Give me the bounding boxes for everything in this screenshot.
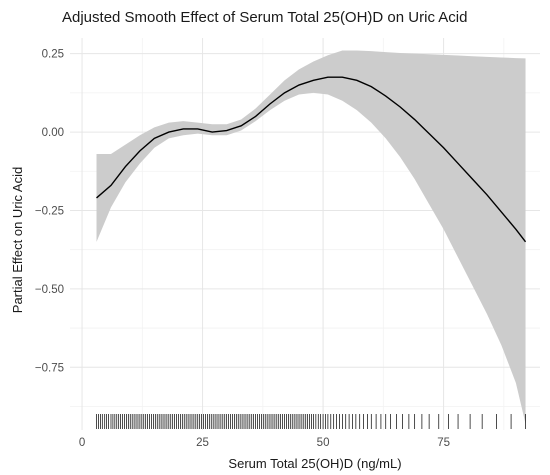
x-axis-title: Serum Total 25(OH)D (ng/mL) — [228, 456, 401, 471]
y-tick-label: 0.25 — [42, 49, 64, 61]
y-axis-title: Partial Effect on Uric Acid — [10, 167, 25, 313]
confidence-band-layer — [96, 50, 526, 424]
x-tick-label: 50 — [317, 437, 330, 449]
chart-title: Adjusted Smooth Effect of Serum Total 25… — [62, 9, 467, 26]
smooth-fit-line — [96, 76, 527, 243]
x-tick-label: 75 — [437, 437, 450, 449]
x-tick-label: 0 — [79, 437, 85, 449]
smooth-fit-layer — [96, 76, 527, 243]
rug-layer — [96, 414, 526, 429]
grid — [70, 38, 540, 430]
y-tick-label: −0.25 — [35, 205, 64, 217]
confidence-band — [96, 50, 526, 424]
y-tick-label: −0.75 — [35, 362, 64, 374]
x-tick-labels: 0 25 50 75 — [79, 437, 450, 449]
y-tick-label: −0.50 — [35, 284, 64, 296]
x-tick-label: 25 — [196, 437, 209, 449]
y-tick-labels: 0.25 0.00 −0.25 −0.50 −0.75 — [35, 49, 64, 375]
y-tick-label: 0.00 — [42, 127, 64, 139]
